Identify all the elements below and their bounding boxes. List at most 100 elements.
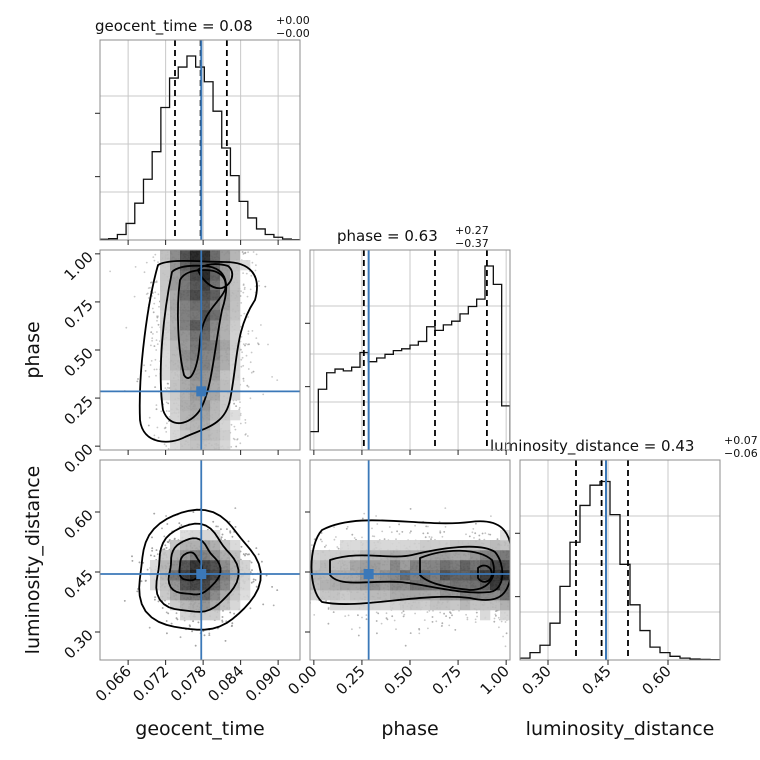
sample-point: [234, 507, 237, 509]
sample-point: [254, 269, 257, 272]
density-cell: [170, 290, 181, 301]
sample-point: [241, 356, 244, 359]
sample-point: [236, 438, 239, 440]
sample-point: [155, 368, 158, 371]
sample-point: [150, 281, 152, 284]
density-cell: [230, 250, 241, 261]
density-cell: [200, 430, 211, 441]
sample-point: [161, 607, 164, 609]
sample-point: [254, 579, 257, 581]
sample-point: [239, 348, 242, 351]
density-cell: [180, 280, 191, 291]
sample-point: [243, 252, 245, 255]
density-cell: [190, 350, 201, 361]
density-cell: [180, 310, 191, 321]
density-cell: [170, 440, 181, 450]
density-cell: [210, 440, 221, 450]
density-cell: [160, 370, 171, 381]
sample-point: [153, 297, 156, 299]
density-cell: [210, 320, 221, 331]
sample-point: [271, 376, 273, 378]
sample-point: [242, 343, 245, 346]
sample-point: [217, 525, 219, 528]
sample-point: [235, 405, 238, 407]
sample-point: [262, 393, 265, 396]
sample-point: [242, 364, 245, 367]
sample-point: [167, 386, 169, 389]
sample-point: [156, 319, 158, 322]
density-cell: [180, 260, 191, 271]
histogram-geocent-time: [95, 39, 301, 245]
sample-point: [241, 351, 244, 354]
density-cell: [170, 250, 181, 261]
density-cell: [190, 370, 201, 381]
sample-point: [276, 379, 279, 381]
sample-point: [150, 360, 153, 362]
density-cell: [180, 390, 191, 401]
density-cell: [160, 360, 171, 371]
sample-point: [252, 578, 255, 581]
hist-title-phase-upper: +0.27: [455, 224, 489, 237]
sample-point: [151, 307, 154, 310]
sample-point: [235, 445, 238, 448]
density-cell: [200, 370, 211, 381]
sample-point: [244, 251, 247, 254]
density-cell: [210, 360, 221, 371]
sample-point: [228, 520, 231, 523]
sample-point: [191, 630, 194, 633]
density-cell: [190, 380, 201, 391]
sample-point: [247, 330, 250, 333]
density-cell: [230, 300, 241, 311]
sample-point: [250, 351, 253, 354]
density-cell: [230, 350, 241, 361]
density-cell: [170, 300, 181, 311]
density-cell: [170, 350, 181, 361]
density-cell: [230, 330, 241, 341]
density-cell: [160, 330, 171, 341]
density-cell: [210, 390, 221, 401]
density-cell: [220, 270, 231, 281]
density-cell: [200, 360, 211, 371]
sample-point: [230, 446, 233, 448]
density-cell: [180, 320, 191, 331]
sample-point: [252, 370, 255, 373]
density-cell: [160, 390, 171, 401]
hist-title-luminosity-distance: luminosity_distance = 0.43: [490, 437, 694, 456]
density-cell: [220, 370, 231, 381]
sample-point: [155, 374, 157, 377]
sample-point: [267, 343, 269, 346]
hist-clip-group: [310, 250, 510, 450]
density-cell: [230, 370, 241, 381]
density-cell: [220, 400, 231, 411]
hist-title-phase: phase = 0.63: [337, 227, 438, 245]
sample-point: [250, 274, 253, 277]
density-cell: [210, 330, 221, 341]
density-cell: [220, 410, 231, 421]
sample-point: [148, 416, 151, 419]
density-cell: [200, 290, 211, 301]
density-cell: [170, 370, 181, 381]
sample-point: [212, 520, 215, 523]
sample-point: [163, 535, 166, 538]
hist-title-luminosity-distance-upper: +0.07: [724, 434, 758, 447]
sample-point: [244, 433, 247, 436]
density-cell: [220, 320, 231, 331]
density-cell: [200, 340, 211, 351]
density-cell: [180, 440, 191, 450]
density-cell: [190, 310, 201, 321]
sample-point: [242, 553, 245, 556]
density-cell: [170, 320, 181, 331]
sample-point: [245, 553, 247, 555]
sample-point: [161, 527, 163, 530]
sample-point: [265, 574, 268, 577]
hist-title-geocent-time-lower: −0.00: [276, 27, 310, 40]
density-cell: [170, 410, 181, 421]
scatter-geocent-time-vs-phase: 0.000.250.500.751.00: [60, 248, 301, 477]
density-cell: [170, 340, 181, 351]
density-cell: [180, 410, 191, 421]
sample-point: [239, 401, 241, 403]
density-cell: [170, 270, 181, 281]
density-cell: [190, 280, 201, 291]
sample-point: [151, 326, 153, 329]
